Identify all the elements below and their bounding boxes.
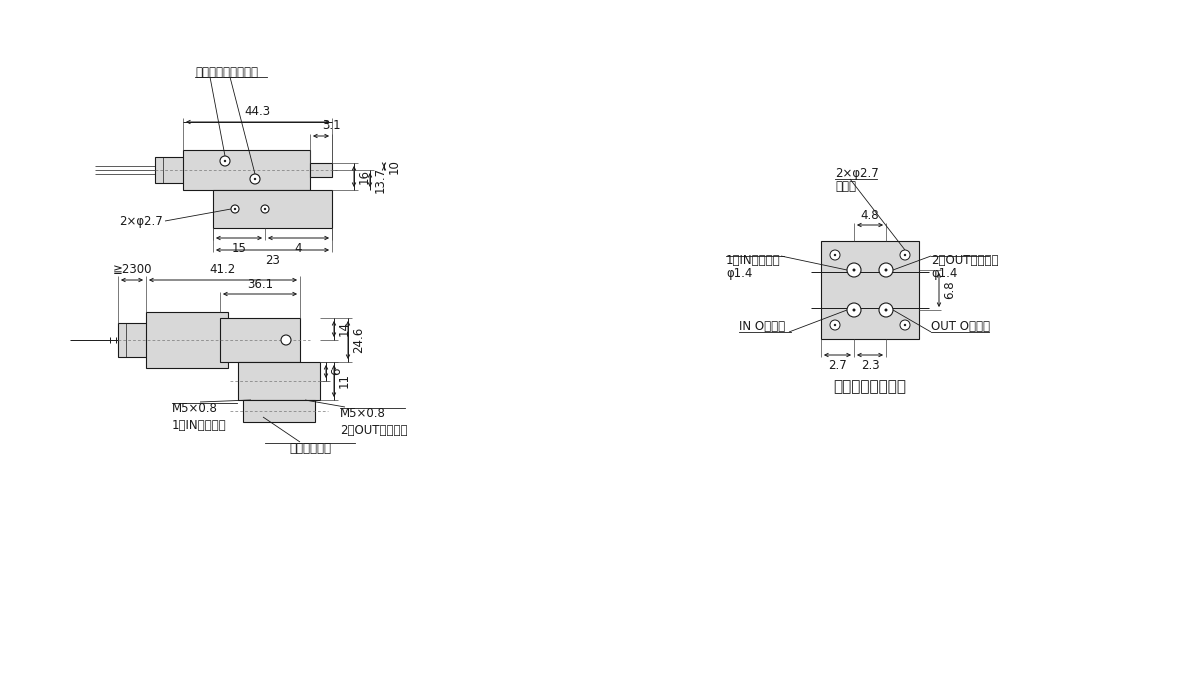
Bar [220, 318, 300, 362]
Circle shape [884, 269, 888, 272]
Text: 6.8: 6.8 [943, 281, 956, 300]
Text: インターフェース: インターフェース [834, 379, 907, 395]
Text: 取付穴: 取付穴 [835, 179, 857, 193]
Circle shape [847, 303, 861, 317]
Text: 23: 23 [265, 254, 280, 267]
Circle shape [903, 254, 906, 256]
Text: 24.6: 24.6 [352, 327, 365, 353]
Text: IN Oリング: IN Oリング [739, 321, 785, 333]
Circle shape [853, 269, 855, 272]
Text: ブラマイナベ小ねじ: ブラマイナベ小ねじ [195, 66, 258, 78]
Circle shape [900, 250, 910, 260]
Text: 3.1: 3.1 [322, 119, 340, 132]
Text: 36.1: 36.1 [247, 278, 273, 291]
Circle shape [834, 254, 836, 256]
Text: 1（INポート）: 1（INポート） [726, 255, 781, 267]
Text: 2×φ2.7: 2×φ2.7 [835, 167, 879, 181]
Bar [117, 323, 149, 357]
Text: 2.7: 2.7 [828, 359, 847, 372]
Text: サブプレート: サブプレート [289, 442, 331, 455]
Circle shape [220, 156, 230, 166]
Circle shape [234, 208, 236, 210]
Circle shape [884, 309, 888, 312]
Circle shape [847, 263, 861, 277]
Circle shape [231, 205, 238, 213]
Text: 4: 4 [295, 242, 302, 255]
Circle shape [250, 174, 260, 184]
Bar [310, 163, 332, 177]
Text: 41.2: 41.2 [210, 263, 236, 276]
Text: 11: 11 [338, 374, 351, 388]
Circle shape [879, 303, 893, 317]
Text: 15: 15 [231, 242, 247, 255]
Circle shape [853, 309, 855, 312]
Bar [155, 157, 184, 183]
Circle shape [830, 320, 840, 330]
Circle shape [224, 160, 226, 162]
Text: 44.3: 44.3 [244, 105, 271, 118]
Circle shape [903, 324, 906, 326]
Text: 4.8: 4.8 [860, 209, 879, 222]
Bar [146, 312, 228, 368]
Text: φ1.4: φ1.4 [931, 267, 957, 281]
Text: 10: 10 [388, 159, 401, 174]
Bar [243, 400, 315, 422]
Text: 2×φ2.7: 2×φ2.7 [120, 214, 163, 228]
Text: ≧2300: ≧2300 [113, 263, 152, 276]
Circle shape [282, 335, 291, 345]
Text: 14: 14 [338, 321, 351, 337]
Text: 6: 6 [329, 368, 343, 375]
Circle shape [879, 263, 893, 277]
Circle shape [834, 324, 836, 326]
Circle shape [264, 208, 266, 210]
Bar [213, 190, 332, 228]
Text: 16: 16 [358, 169, 371, 184]
Circle shape [261, 205, 270, 213]
Circle shape [254, 178, 256, 180]
Text: OUT Oリング: OUT Oリング [931, 321, 990, 333]
Text: φ1.4: φ1.4 [726, 267, 752, 281]
Bar [183, 150, 310, 190]
Text: 2（OUTポート）: 2（OUTポート） [931, 255, 998, 267]
Text: 2.3: 2.3 [860, 359, 879, 372]
Bar [238, 362, 320, 400]
Text: M5×0.8
1（INポート）: M5×0.8 1（INポート） [173, 402, 226, 432]
Text: M5×0.8
2（OUTポート）: M5×0.8 2（OUTポート） [340, 407, 407, 437]
Circle shape [900, 320, 910, 330]
Text: 13.7: 13.7 [374, 167, 387, 193]
Bar [821, 241, 919, 339]
Circle shape [830, 250, 840, 260]
